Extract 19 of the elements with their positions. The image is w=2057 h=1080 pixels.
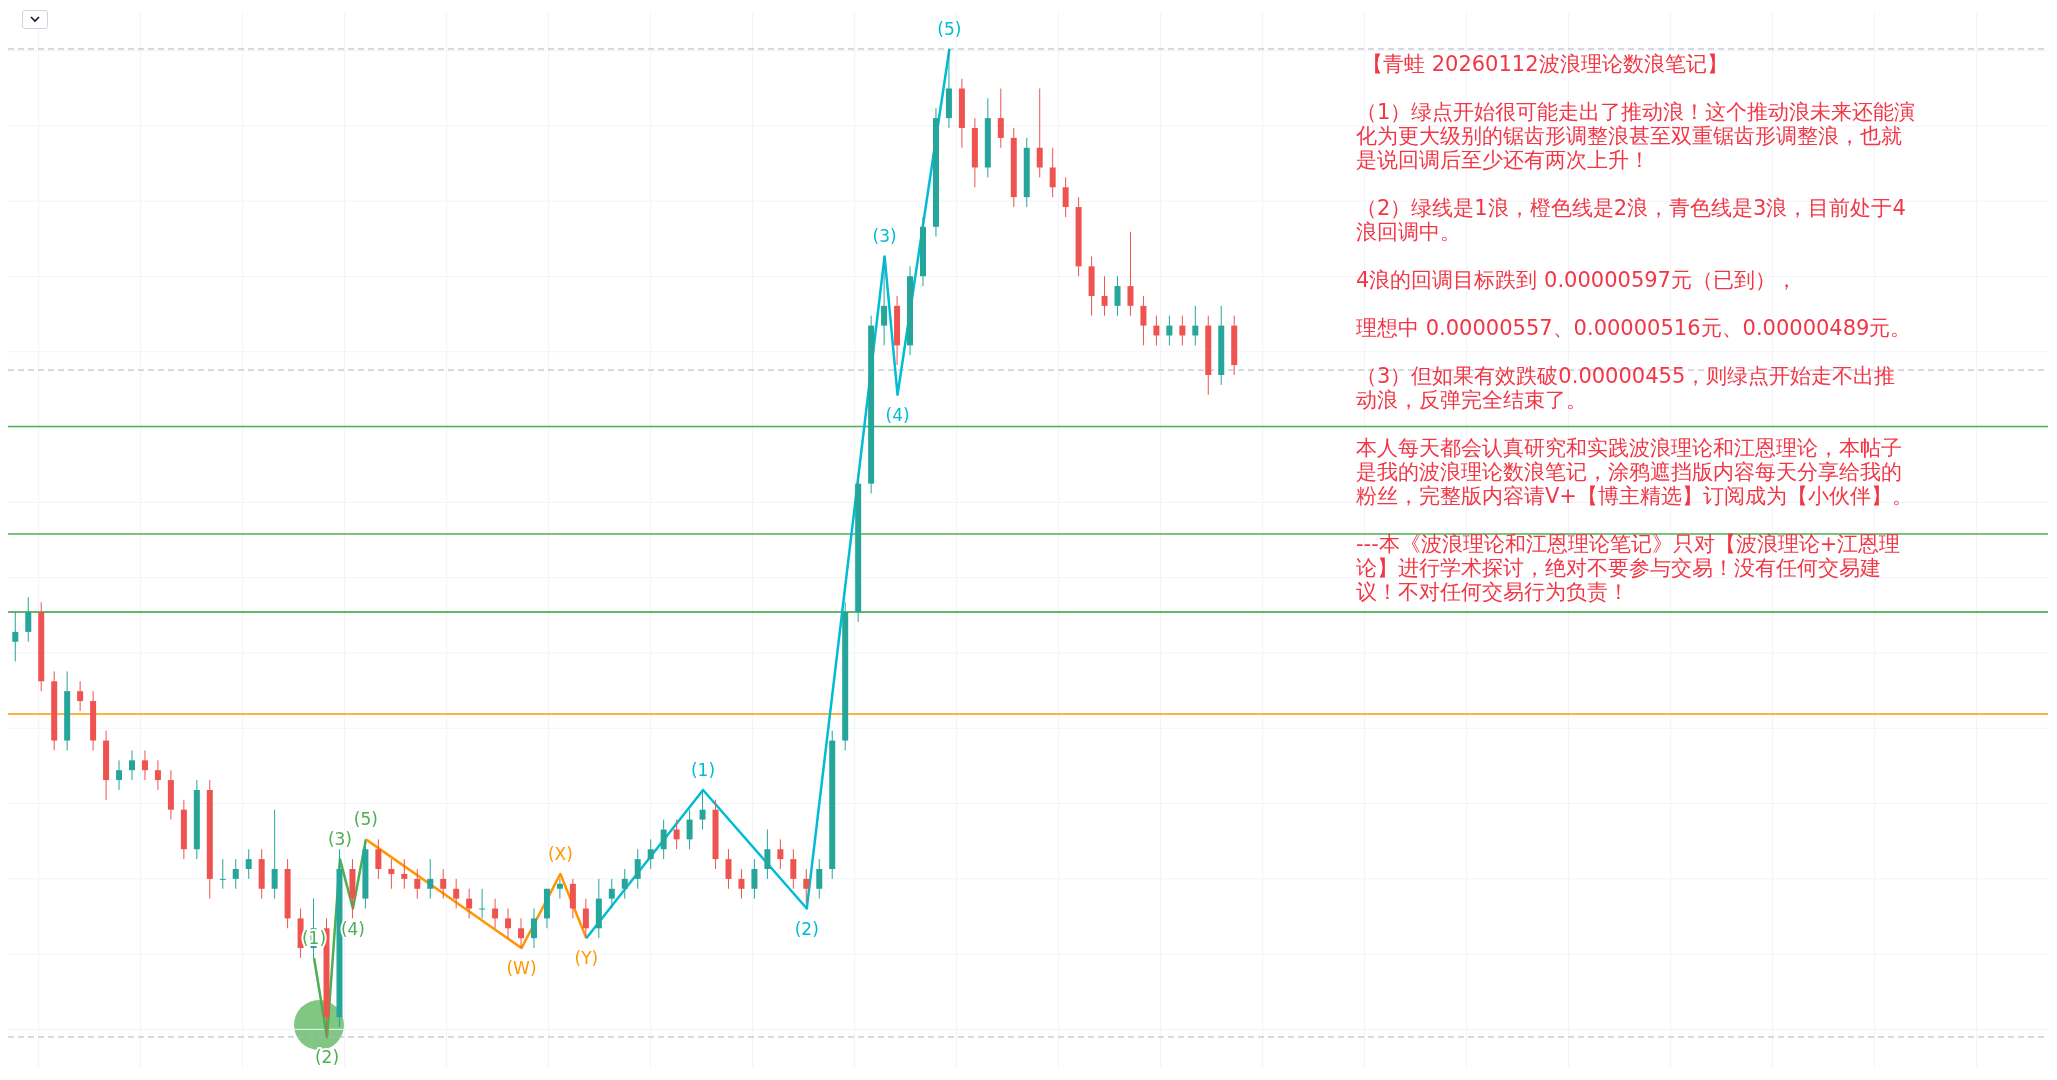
text: （3）但如果有效跌破0.00000455，则绿点开始走不出推动浪，反弹完全结束了。	[1356, 364, 1897, 412]
annotation: (W)	[506, 958, 537, 979]
text: ---本《波浪理论和江恩理论笔记》只对【波浪理论+江恩理论】进行学术探讨，绝对不要参与交易！没有任何交易建议！不对任何交易行为负责！	[1356, 532, 1902, 604]
text: （1）绿点开始很可能走出了推动浪！这个推动浪未来还能演化为更大级别的锯齿形调整浪甚至双重锯齿形调整浪，也就是说回调后至少还有两次上升！	[1356, 100, 1916, 172]
annotation: (Y)	[574, 948, 599, 969]
annotation: (1)	[691, 759, 716, 780]
annotation: (2)	[314, 1046, 340, 1067]
text: 本人每天都会认真研究和实践波浪理论和江恩理论，本帖子是我的波浪理论数浪笔记，涂鸦遮挡版内容每天分享给我的粉丝，完整版内容请V+【博主精选】订阅成为【小伙伴】。	[1356, 436, 1914, 508]
text: （2）绿线是1浪，橙色线是2浪，青色线是3浪，目前处于4浪回调中。	[1356, 196, 1907, 244]
text: 【青蛙 20260112波浪理论数浪笔记】	[1362, 52, 1729, 76]
annotation: (3)	[327, 829, 353, 850]
annotation: (X)	[547, 843, 573, 864]
annotation: (5)	[353, 809, 378, 830]
text: 理想中 0.00000557、0.00000516元、0.00000489元。	[1356, 316, 1913, 340]
annotation: (4)	[885, 404, 910, 425]
annotation: (2)	[794, 918, 819, 939]
annotation: (5)	[937, 18, 962, 39]
annotation: (3)	[872, 226, 897, 247]
text: 4浪的回调目标跌到 0.00000597元（已到），	[1356, 268, 1798, 292]
